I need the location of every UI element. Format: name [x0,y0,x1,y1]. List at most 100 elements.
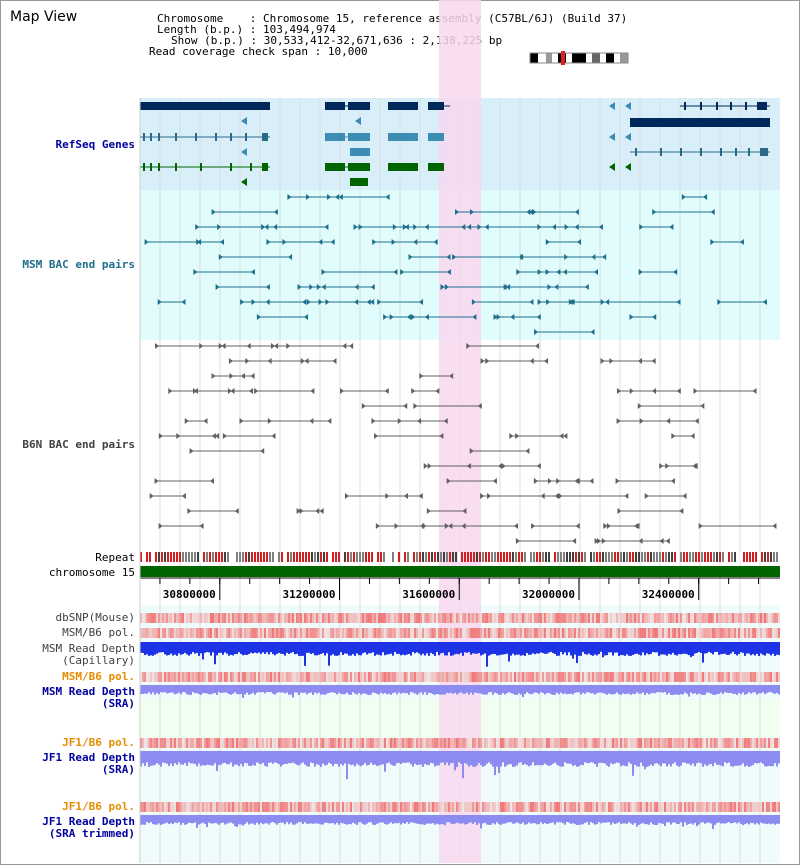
jf1-pol2-cell [768,802,770,812]
msm-depth-cap-bar [272,642,274,655]
jf1-depth-sra-bar [630,751,632,765]
track-label-jf1-b6-pol-2[interactable]: JF1/B6 pol. [62,800,135,813]
jf1-depth-trim-bar [626,815,628,824]
jf1-pol-cell [480,738,482,748]
jf1-depth-trim-bar [528,815,530,823]
jf1-depth-sra-bar [468,751,470,767]
jf1-pol2-cell [404,802,406,812]
dbsnp-cell [774,613,776,623]
dbsnp-cell [340,613,342,623]
jf1-depth-trim-bar [698,815,700,825]
jf1-pol2-cell [198,802,200,812]
msm-pol2-cell [158,672,160,682]
jf1-depth-trim-bar [636,815,638,827]
msm-pol2-cell [652,672,654,682]
track-label-msm-b6-pol-2[interactable]: MSM/B6 pol. [62,670,135,683]
msm-pol-cell [610,628,612,638]
jf1-pol-cell [728,738,730,748]
dbsnp-cell [542,613,544,623]
jf1-pol-cell [592,738,594,748]
jf1-depth-trim-bar [388,815,390,824]
track-label-msm-depth-capillary[interactable]: MSM Read Depth (Capillary) [42,643,135,667]
msm-pol-cell [384,628,386,638]
msm-bac-pair-end [377,299,382,305]
msm-pol2-cell [176,672,178,682]
track-label-msm-depth-sra[interactable]: MSM Read Depth (SRA) [42,686,135,710]
msm-pol-cell [714,628,716,638]
msm-pol-cell [584,628,586,638]
msm-depth-sra-bar [572,685,574,695]
jf1-depth-trim-bar [572,815,574,824]
msm-pol2-cell [514,672,516,682]
dbsnp-cell [728,613,730,623]
dbsnp-cell [716,613,718,623]
jf1-pol2-cell [458,802,460,812]
msm-pol-cell [490,628,492,638]
b6n-bac-pair-end [694,418,699,424]
msm-depth-sra-bar [704,685,706,695]
jf1-pol-cell [594,738,596,748]
repeat-block [428,552,430,562]
msm-pol2-cell [198,672,200,682]
msm-pol2-cell [518,672,520,682]
dbsnp-cell [186,613,188,623]
jf1-pol-cell [536,738,538,748]
msm-depth-sra-bar [432,685,434,695]
dbsnp-cell [746,613,748,623]
jf1-pol2-cell [448,802,450,812]
jf1-depth-trim-bar [632,815,634,825]
track-label-dbsnp[interactable]: dbSNP(Mouse) [55,611,135,624]
msm-depth-cap-bar [298,642,300,656]
msm-pol-cell [516,628,518,638]
jf1-pol-cell [332,738,334,748]
msm-pol2-cell [414,672,416,682]
msm-pol2-cell [322,672,324,682]
jf1-depth-trim-bar [174,815,176,823]
track-label-jf1-b6-pol[interactable]: JF1/B6 pol. [62,736,135,749]
jf1-depth-trim-bar [596,815,598,825]
jf1-depth-sra-bar [730,751,732,767]
msm-pol-cell [186,628,188,638]
jf1-pol2-cell [594,802,596,812]
jf1-pol2-cell [288,802,290,812]
b6n-bac-pair-end [670,478,675,484]
jf1-pol2-cell [258,802,260,812]
dbsnp-cell [488,613,490,623]
jf1-depth-sra-bar [318,751,320,765]
msm-pol2-cell [440,672,442,682]
msm-depth-cap-bar [604,642,606,656]
msm-pol-cell [644,628,646,638]
msm-pol-cell [432,628,434,638]
msm-pol-cell [452,628,454,638]
jf1-pol-cell [736,738,738,748]
msm-pol-cell [200,628,202,638]
jf1-depth-sra-bar [346,751,348,780]
msm-pol-cell [466,628,468,638]
msm-depth-cap-bar [438,642,440,656]
track-label-repeat[interactable]: Repeat [95,551,135,564]
repeat-block [290,552,292,562]
track-label-jf1-depth-trimmed[interactable]: JF1 Read Depth (SRA trimmed) [42,816,135,840]
jf1-pol-cell [302,738,304,748]
jf1-pol-cell [294,738,296,748]
msm-depth-sra-bar [586,685,588,693]
track-label-b6n-bac[interactable]: B6N BAC end pairs [22,438,135,451]
msm-pol2-cell [180,672,182,682]
msm-pol2-cell [638,672,640,682]
track-label-chromosome[interactable]: chromosome 15 [48,566,135,579]
gene-exon [175,163,177,171]
dbsnp-cell [300,613,302,623]
msm-depth-cap-bar [344,642,346,654]
msm-pol2-cell [368,672,370,682]
msm-pol-cell [520,628,522,638]
track-label-jf1-depth-sra[interactable]: JF1 Read Depth (SRA) [42,752,135,776]
dbsnp-cell [694,613,696,623]
track-label-refseq[interactable]: RefSeq Genes [55,138,135,151]
track-label-msm-bac[interactable]: MSM BAC end pairs [22,258,135,271]
msm-pol2-cell [298,672,300,682]
dbsnp-cell [382,613,384,623]
msm-pol-cell [266,628,268,638]
msm-pol-cell [642,628,644,638]
track-label-msm-b6-pol[interactable]: MSM/B6 pol. [62,626,135,639]
